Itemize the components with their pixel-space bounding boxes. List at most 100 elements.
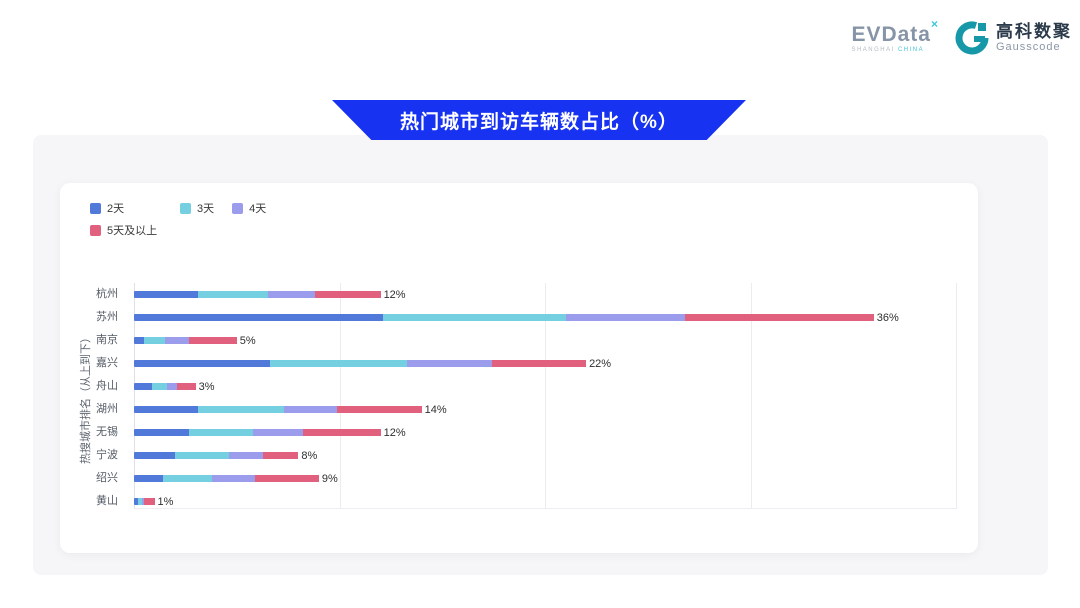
bar-segment-宁波-3天[interactable] bbox=[175, 452, 229, 459]
chart-legend: 2天 3天 4天 5天及以上 bbox=[90, 200, 330, 238]
bar-row-杭州: 12% bbox=[134, 283, 956, 306]
page-title: 热门城市到访车辆数占比（%） bbox=[400, 111, 678, 133]
evdata-subtext-right: CHINA bbox=[897, 46, 925, 53]
bar-segment-无锡-2天[interactable] bbox=[134, 429, 190, 436]
y-axis-label-湖州: 湖州 bbox=[96, 403, 118, 415]
legend-label: 4天 bbox=[249, 203, 267, 215]
legend-swatch-icon bbox=[90, 202, 101, 214]
bar-total-label-杭州: 12% bbox=[383, 288, 406, 301]
gausscode-texts: 高科数聚 Gausscode bbox=[996, 22, 1072, 54]
bar-segment-宁波-5天及以上[interactable] bbox=[263, 452, 299, 459]
bar-segment-宁波-2天[interactable] bbox=[134, 452, 176, 459]
bar-segment-绍兴-5天及以上[interactable] bbox=[255, 475, 319, 482]
bar-segment-南京-4天[interactable] bbox=[164, 337, 190, 344]
header-logos: EVData× SHANGHAI CHINA 高科数聚 Gausscode bbox=[851, 18, 1072, 56]
bar-total-label-黄山: 1% bbox=[157, 495, 174, 508]
gridline-20 bbox=[545, 283, 546, 509]
bar-row-嘉兴: 22% bbox=[134, 352, 956, 375]
bar-segment-南京-5天及以上[interactable] bbox=[189, 337, 237, 344]
bar-segment-舟山-4天[interactable] bbox=[166, 383, 178, 390]
bar-segment-湖州-3天[interactable] bbox=[197, 406, 284, 413]
bar-segment-杭州-2天[interactable] bbox=[134, 291, 198, 298]
bar-segment-黄山-5天及以上[interactable] bbox=[144, 498, 155, 505]
bar-segment-苏州-3天[interactable] bbox=[382, 314, 566, 321]
bar-row-无锡: 12% bbox=[134, 421, 956, 444]
bar-row-舟山: 3% bbox=[134, 375, 956, 398]
bar-segment-舟山-3天[interactable] bbox=[152, 383, 167, 390]
bar-segment-苏州-2天[interactable] bbox=[134, 314, 383, 321]
bar-total-label-舟山: 3% bbox=[198, 380, 215, 393]
bar-segment-无锡-4天[interactable] bbox=[253, 429, 303, 436]
y-axis-label-苏州: 苏州 bbox=[96, 311, 118, 323]
legend-item-2天[interactable]: 2天 bbox=[90, 200, 162, 216]
bar-segment-绍兴-2天[interactable] bbox=[134, 475, 163, 482]
y-axis-label-嘉兴: 嘉兴 bbox=[96, 357, 118, 369]
bar-segment-湖州-2天[interactable] bbox=[134, 406, 198, 413]
legend-swatch-icon bbox=[232, 202, 244, 214]
bar-segment-苏州-5天及以上[interactable] bbox=[684, 314, 874, 321]
gausscode-logo: 高科数聚 Gausscode bbox=[954, 20, 1072, 56]
bar-row-绍兴: 9% bbox=[134, 467, 956, 490]
legend-item-3天[interactable]: 3天 bbox=[180, 200, 214, 216]
evdata-logo: EVData× SHANGHAI CHINA bbox=[851, 18, 938, 53]
bar-segment-嘉兴-4天[interactable] bbox=[407, 360, 492, 367]
bar-segment-黄山-4天[interactable] bbox=[142, 498, 145, 505]
bar-total-label-湖州: 14% bbox=[424, 403, 447, 416]
bar-segment-苏州-4天[interactable] bbox=[565, 314, 685, 321]
legend-label: 3天 bbox=[197, 203, 215, 215]
bar-segment-舟山-2天[interactable] bbox=[134, 383, 153, 390]
gausscode-en-label: Gausscode bbox=[996, 41, 1061, 54]
legend-item-4天[interactable]: 4天 bbox=[232, 200, 266, 216]
y-axis-line bbox=[134, 283, 135, 509]
bar-total-label-嘉兴: 22% bbox=[589, 357, 612, 370]
y-axis-label-宁波: 宁波 bbox=[96, 449, 118, 461]
bar-total-label-无锡: 12% bbox=[383, 426, 406, 439]
evdata-superscript-x: × bbox=[930, 16, 938, 31]
legend-swatch-icon bbox=[90, 224, 101, 236]
bar-segment-湖州-5天及以上[interactable] bbox=[337, 406, 422, 413]
bar-segment-南京-3天[interactable] bbox=[144, 337, 165, 344]
bar-segment-杭州-4天[interactable] bbox=[267, 291, 315, 298]
bar-total-label-南京: 5% bbox=[239, 334, 256, 347]
plot-area: 12% 36% 5% 22% 3% 14% 12% 8% 9% 1% bbox=[134, 283, 957, 513]
content-panel: 2天 3天 4天 5天及以上 热搜城市排名（从上到下） 杭州 苏州 南京 嘉兴 舟山 湖州 无锡宁… bbox=[33, 135, 1048, 575]
evdata-wordmark: EVData× bbox=[851, 18, 938, 46]
bar-segment-嘉兴-2天[interactable] bbox=[134, 360, 270, 367]
bar-segment-南京-2天[interactable] bbox=[134, 337, 145, 344]
gridline-10 bbox=[339, 283, 341, 509]
bar-segment-黄山-2天[interactable] bbox=[134, 498, 139, 505]
bar-row-苏州: 36% bbox=[134, 306, 956, 329]
legend-item-5天及以上[interactable]: 5天及以上 bbox=[90, 222, 157, 238]
bar-segment-杭州-3天[interactable] bbox=[197, 291, 268, 298]
bar-row-宁波: 8% bbox=[134, 444, 956, 467]
bar-total-label-苏州: 36% bbox=[876, 311, 899, 324]
bar-segment-嘉兴-3天[interactable] bbox=[269, 360, 408, 367]
bar-segment-绍兴-3天[interactable] bbox=[162, 475, 213, 482]
bar-segment-嘉兴-5天及以上[interactable] bbox=[491, 360, 587, 367]
bar-segment-无锡-3天[interactable] bbox=[189, 429, 254, 436]
y-axis-label-无锡: 无锡 bbox=[96, 426, 118, 438]
bar-segment-宁波-4天[interactable] bbox=[228, 452, 264, 459]
bar-row-湖州: 14% bbox=[134, 398, 956, 421]
evdata-subtext: SHANGHAI CHINA bbox=[851, 47, 924, 53]
bar-segment-舟山-5天及以上[interactable] bbox=[177, 383, 196, 390]
gausscode-g-icon bbox=[955, 21, 989, 55]
gridline-30 bbox=[750, 283, 752, 509]
y-axis-label-南京: 南京 bbox=[96, 334, 118, 346]
bar-segment-黄山-3天[interactable] bbox=[138, 498, 143, 505]
bar-segment-杭州-5天及以上[interactable] bbox=[314, 291, 381, 298]
bar-total-label-绍兴: 9% bbox=[321, 472, 338, 485]
bar-row-南京: 5% bbox=[134, 329, 956, 352]
bar-segment-绍兴-4天[interactable] bbox=[212, 475, 256, 482]
legend-swatch-icon bbox=[180, 202, 191, 214]
y-axis-label-黄山: 黄山 bbox=[96, 495, 118, 507]
bar-segment-无锡-5天及以上[interactable] bbox=[302, 429, 381, 436]
legend-label: 5天及以上 bbox=[107, 225, 158, 237]
y-axis-labels: 杭州 苏州 南京 嘉兴 舟山 湖州 无锡 宁波 绍兴 黄山 bbox=[60, 283, 126, 513]
bar-segment-湖州-4天[interactable] bbox=[284, 406, 338, 413]
gridline-40 bbox=[956, 283, 957, 509]
y-axis-label-绍兴: 绍兴 bbox=[96, 472, 118, 484]
evdata-subtext-left: SHANGHAI bbox=[851, 46, 895, 53]
evdata-word: EVData bbox=[851, 22, 931, 46]
chart-area: 杭州 苏州 南京 嘉兴 舟山 湖州 无锡 宁波 绍兴 黄山 12% 36% 5% 22% 3% 14% 12%… bbox=[60, 283, 978, 513]
